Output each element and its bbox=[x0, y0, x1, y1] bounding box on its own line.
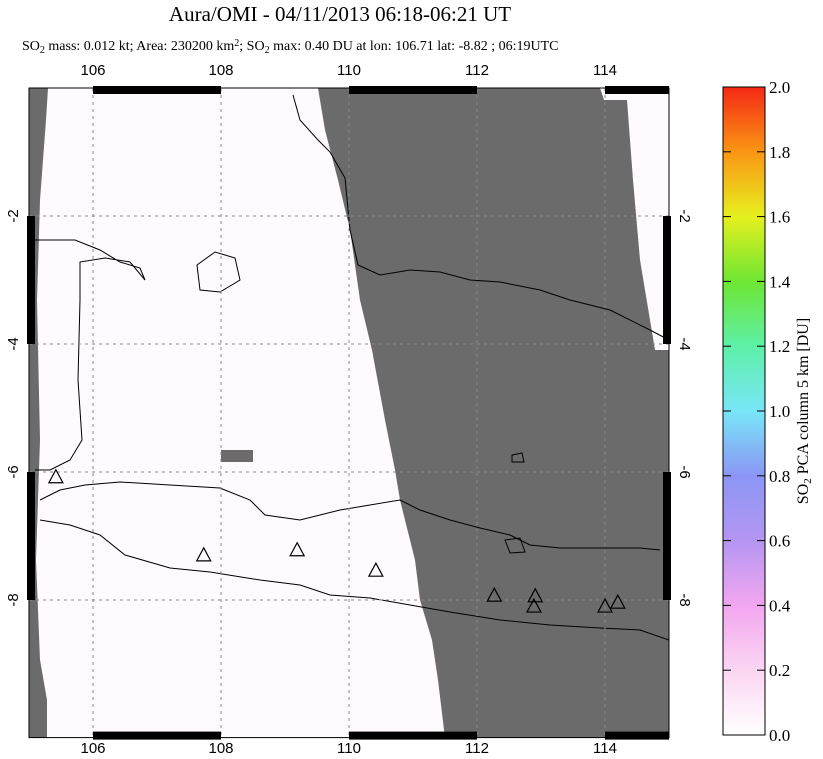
volcano-marker bbox=[289, 541, 306, 557]
coastline bbox=[29, 239, 146, 471]
y-tick-label: -2 bbox=[5, 209, 22, 222]
text-part: max: 0.40 DU at lon: 106.71 lat: -8.82 ;… bbox=[270, 39, 559, 54]
x-tick-label: 108 bbox=[208, 62, 233, 79]
colorbar-label: SO2 PCA column 5 km [DU] bbox=[795, 318, 814, 504]
chart-title: Aura/OMI - 04/11/2013 06:18-06:21 UT bbox=[169, 2, 511, 26]
text-part: ; SO bbox=[239, 39, 264, 54]
volcano-layer bbox=[47, 468, 626, 613]
text-part: 2 bbox=[802, 478, 814, 484]
coastline bbox=[196, 251, 241, 293]
y-tick-label: -6 bbox=[676, 465, 693, 478]
frame-segment bbox=[663, 472, 671, 600]
y-tick-label: -8 bbox=[676, 593, 693, 606]
colorbar-tick-label: 1.4 bbox=[769, 272, 791, 291]
y-tick-label: -2 bbox=[676, 209, 693, 222]
frame-segment bbox=[93, 86, 221, 94]
text-part: mass: 0.012 kt; Area: 230200 km bbox=[45, 39, 234, 54]
coastline bbox=[504, 452, 526, 554]
x-tick-label: 108 bbox=[208, 740, 233, 757]
frame-segment bbox=[349, 86, 477, 94]
grid bbox=[29, 88, 669, 738]
frame-segment bbox=[605, 86, 669, 94]
text-part: 2 bbox=[265, 45, 270, 56]
y-tick-label: -6 bbox=[5, 465, 22, 478]
colorbar-tick-label: 0.8 bbox=[769, 467, 790, 486]
colorbar-tick-label: 1.2 bbox=[769, 337, 790, 356]
y-tick-label: -4 bbox=[5, 337, 22, 350]
x-tick-label: 110 bbox=[337, 740, 361, 757]
volcano-marker bbox=[596, 597, 614, 613]
x-tick-label: 114 bbox=[593, 62, 617, 79]
map-frame: 106 106 108 108 110 110 112 112 114 114 -2 -2 -4 -4 -6… bbox=[5, 62, 693, 757]
colorbar-tick-label: 0.4 bbox=[769, 596, 791, 615]
text-part: PCA column 5 km [DU] bbox=[795, 318, 812, 478]
colorbar-tick-label: 1.8 bbox=[769, 143, 790, 162]
colorbar-tick-label: 0.6 bbox=[769, 532, 790, 551]
text-part: 2 bbox=[40, 45, 45, 56]
frame-segment bbox=[27, 216, 35, 344]
frame-segment bbox=[663, 216, 671, 344]
x-tick-label: 114 bbox=[593, 740, 617, 757]
frame-segment bbox=[605, 731, 669, 740]
frame-segment bbox=[349, 731, 477, 740]
text-part: SO bbox=[795, 484, 812, 504]
y-tick-label: -4 bbox=[676, 337, 693, 350]
chart-subtitle: SO2 mass: 0.012 kt; Area: 230200 km2; SO… bbox=[22, 38, 559, 56]
colorbar-tick-label: 0.0 bbox=[769, 726, 790, 745]
x-tick-label: 106 bbox=[80, 62, 105, 79]
x-tick-label: 112 bbox=[465, 740, 489, 757]
y-tick-label: -8 bbox=[5, 593, 22, 606]
text-part: 2 bbox=[234, 38, 239, 49]
no-data-region bbox=[318, 88, 669, 738]
coastline bbox=[39, 481, 669, 641]
no-data-region bbox=[221, 450, 253, 462]
volcano-marker bbox=[195, 546, 212, 562]
colorbar-tick-label: 1.0 bbox=[769, 402, 790, 421]
coastline bbox=[292, 94, 669, 341]
frame-segment bbox=[27, 472, 35, 600]
volcano-marker bbox=[525, 597, 542, 613]
frame-segment bbox=[93, 731, 221, 740]
colorbar-tick-label: 2.0 bbox=[769, 78, 790, 97]
x-tick-label: 106 bbox=[80, 740, 105, 757]
colorbar-tick-label: 0.2 bbox=[769, 661, 790, 680]
frame-border bbox=[28, 87, 670, 739]
volcano-marker bbox=[609, 593, 626, 609]
x-tick-label: 110 bbox=[337, 62, 361, 79]
x-tick-label: 112 bbox=[465, 62, 489, 79]
volcano-marker bbox=[486, 586, 503, 602]
volcano-marker bbox=[367, 561, 384, 577]
volcano-marker bbox=[47, 468, 64, 484]
colorbar-tick-label: 1.6 bbox=[769, 208, 790, 227]
text-part: SO bbox=[22, 39, 40, 54]
